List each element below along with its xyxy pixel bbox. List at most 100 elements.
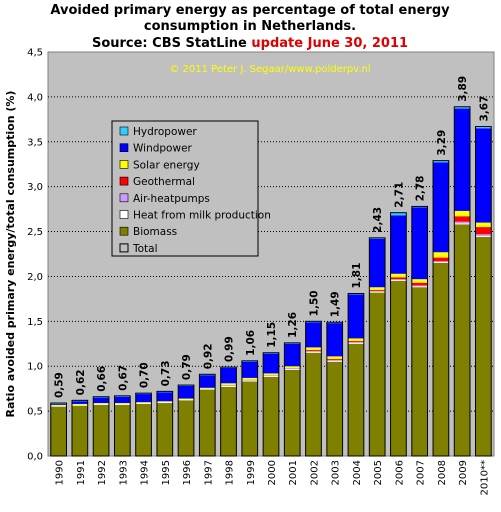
bar-total-outline	[475, 126, 492, 457]
x-tick-label: 1992	[97, 460, 108, 485]
bar-segment-solar-energy	[305, 347, 322, 351]
bar-segment-air-heatpumps	[411, 285, 428, 287]
bar-segment-air-heatpumps	[326, 359, 343, 361]
bar-segment-biomass	[241, 381, 258, 456]
bar-segment-solar-energy	[156, 401, 173, 403]
bar-1999	[241, 360, 259, 457]
bar-total-outline	[347, 293, 365, 457]
legend-label: Windpower	[133, 143, 193, 155]
bar-segment-solar-energy	[241, 377, 258, 380]
total-label: 1,06	[245, 330, 257, 356]
legend-item-hydropower: Hydropower	[119, 126, 197, 138]
bar-1990	[50, 402, 67, 457]
bar-1993	[113, 395, 131, 457]
bar-segment-biomass	[263, 376, 279, 456]
legend-label: Total	[132, 243, 158, 255]
bar-segment-solar-energy	[199, 387, 216, 389]
bar-total-outline	[432, 160, 450, 457]
total-label: 0,62	[75, 369, 87, 395]
total-label: 0,67	[117, 365, 129, 391]
bar-segment-heat-from-milk-production	[390, 280, 407, 281]
bar-1994	[135, 392, 152, 457]
bar-segment-solar-energy	[390, 273, 407, 278]
bar-segment-geothermal	[411, 282, 428, 286]
total-label: 0,70	[139, 362, 151, 388]
legend-label: Solar energy	[133, 159, 200, 171]
legend-label: Geothermal	[133, 176, 195, 188]
bar-segment-biomass	[199, 389, 216, 456]
total-label: 0,79	[181, 354, 193, 380]
bar-segment-heat-from-milk-production	[50, 405, 67, 407]
bar-segment-windpower	[178, 385, 194, 399]
bar-segment-windpower	[284, 343, 301, 367]
bar-segment-heat-from-milk-production	[284, 368, 301, 370]
y-tick-label: 4,5	[27, 48, 43, 59]
bar-total-outline	[453, 106, 471, 457]
bar-segment-geothermal	[305, 350, 322, 351]
bar-total-outline	[390, 212, 407, 457]
copyright-credit: © 2011 Peter J. Segaar/www.polderpv.nl	[169, 64, 370, 75]
bar-segment-biomass	[369, 292, 386, 456]
bar-segment-heat-from-milk-production	[93, 403, 109, 405]
bar-segment-solar-energy	[71, 403, 88, 405]
bar-segment-biomass	[156, 403, 173, 456]
x-tick-label: 2010**	[479, 460, 490, 495]
bar-segment-heat-from-milk-production	[199, 388, 216, 390]
bar-2003	[326, 321, 344, 457]
legend-item-air-heatpumps: Air-heatpumps	[119, 193, 210, 205]
bar-segment-windpower	[326, 323, 343, 357]
y-tick-label: 3,5	[27, 137, 43, 148]
bar-segment-air-heatpumps	[220, 385, 237, 386]
bar-1996	[177, 384, 195, 457]
bar-segment-heat-from-milk-production	[178, 399, 194, 401]
bar-2000	[262, 352, 280, 457]
bar-segment-solar-energy	[433, 252, 449, 258]
bar-segment-biomass	[390, 280, 407, 456]
bar-total-outline	[368, 237, 386, 457]
bar-segment-windpower	[348, 294, 364, 339]
x-tick-label: 2004	[352, 460, 363, 485]
legend-swatch	[119, 143, 129, 152]
bar-segment-air-heatpumps	[390, 279, 407, 281]
legend-item-geothermal: Geothermal	[119, 176, 195, 188]
bar-segment-windpower	[390, 215, 407, 274]
bar-segment-air-heatpumps	[369, 290, 386, 292]
bar-segment-hydropower	[433, 160, 449, 163]
bar-segment-solar-energy	[220, 383, 237, 386]
bar-segment-heat-from-milk-production	[411, 286, 428, 288]
bar-segment-windpower	[93, 397, 109, 404]
bar-segment-biomass	[178, 400, 194, 456]
legend-item-biomass: Biomass	[119, 226, 177, 238]
bar-total-outline	[135, 392, 152, 457]
x-tick-label: 2005	[373, 460, 384, 485]
total-label: 2,78	[415, 175, 427, 201]
bar-total-outline	[113, 395, 131, 457]
title-line-3: Source: CBS StatLine update June 30, 201…	[92, 36, 408, 51]
bar-segment-heat-from-milk-production	[156, 402, 173, 404]
total-label: 1,26	[287, 312, 299, 338]
bar-segment-heat-from-milk-production	[348, 342, 364, 344]
x-tick-label: 2000	[267, 460, 278, 485]
x-tick-label: 1991	[76, 460, 87, 485]
bar-2008	[432, 160, 450, 457]
bar-total-outline	[262, 352, 280, 457]
bar-total-outline	[283, 342, 301, 457]
title-line-1: Avoided primary energy as percentage of …	[50, 3, 450, 18]
bar-segment-biomass	[411, 287, 428, 456]
bar-segment-biomass	[348, 343, 364, 456]
bar-segment-windpower	[411, 207, 428, 280]
bar-segment-biomass	[454, 224, 471, 456]
bar-segment-heat-from-milk-production	[475, 236, 492, 237]
total-label: 0,73	[160, 360, 172, 386]
bar-2006	[390, 212, 407, 457]
bar-segment-heat-from-milk-production	[241, 380, 258, 382]
total-label: 2,43	[372, 207, 384, 233]
bar-segment-biomass	[305, 352, 322, 456]
bar-segment-geothermal	[326, 359, 343, 360]
bar-segment-windpower	[454, 108, 471, 211]
legend-swatch	[119, 210, 129, 219]
bar-2005	[368, 237, 386, 457]
bar-segment-hydropower	[475, 126, 492, 129]
bar-2001	[283, 342, 301, 457]
